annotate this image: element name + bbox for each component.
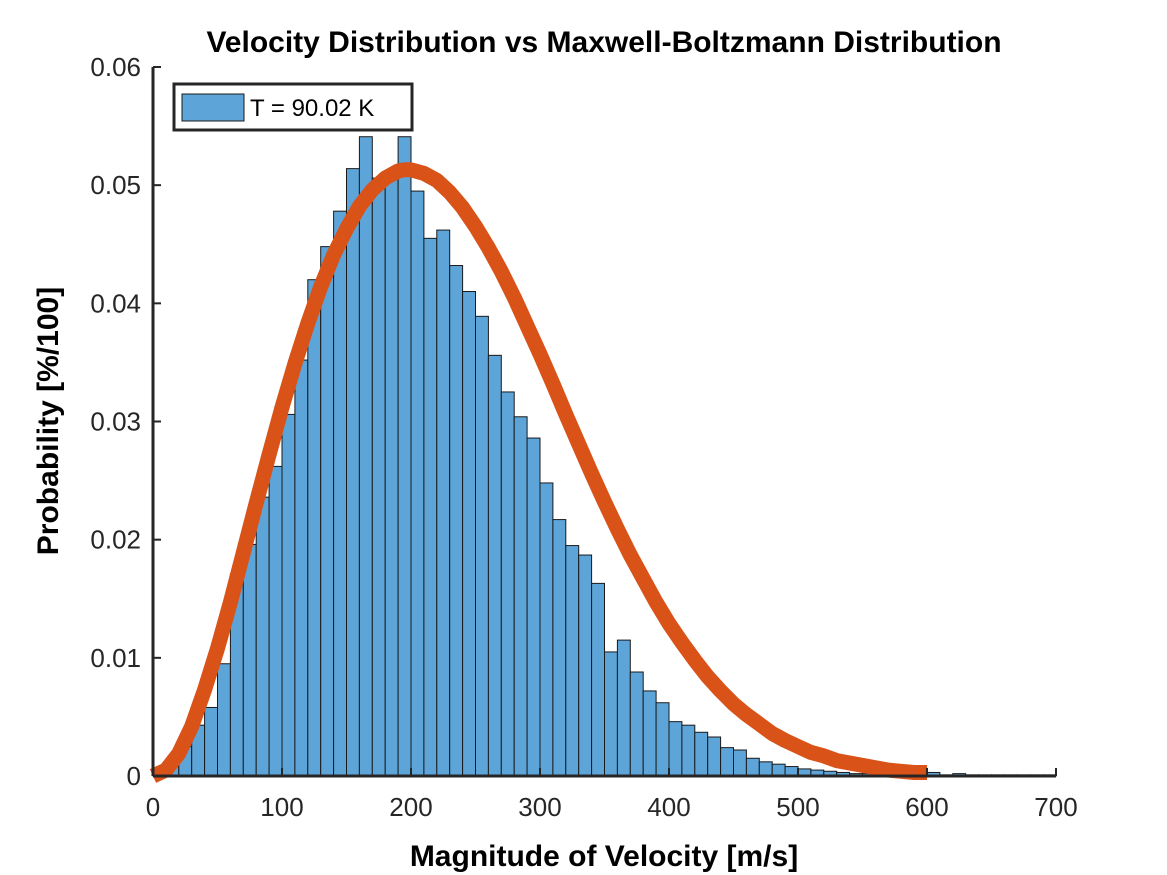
histogram-bar bbox=[462, 291, 477, 777]
x-tick-label: 700 bbox=[1034, 792, 1077, 822]
histogram-bar bbox=[358, 136, 373, 777]
x-tick-label: 0 bbox=[146, 792, 160, 822]
y-tick-label: 0.01 bbox=[90, 643, 141, 673]
histogram-bar bbox=[526, 437, 541, 777]
x-tick-label: 600 bbox=[905, 792, 948, 822]
chart-title: Velocity Distribution vs Maxwell-Boltzma… bbox=[206, 26, 1001, 59]
histogram-bar bbox=[552, 519, 567, 777]
histogram-bar bbox=[410, 190, 425, 777]
histogram-bar bbox=[281, 413, 296, 777]
histogram-bar bbox=[204, 706, 219, 777]
histogram-bar bbox=[758, 761, 773, 777]
histogram-bar bbox=[668, 721, 683, 777]
histogram-bar bbox=[616, 639, 631, 777]
histogram-bar bbox=[294, 359, 309, 777]
histogram-bars bbox=[152, 136, 1057, 777]
histogram-bar bbox=[487, 354, 502, 777]
histogram-bar bbox=[423, 237, 438, 777]
histogram-bar bbox=[733, 749, 747, 777]
histogram-bar bbox=[513, 416, 528, 777]
x-ticks: 0 100 200 300 400 500 600 700 bbox=[146, 768, 1078, 822]
histogram-bar bbox=[694, 731, 709, 777]
y-tick-label: 0.05 bbox=[90, 170, 141, 200]
histogram-bar bbox=[500, 391, 515, 777]
histogram-bar bbox=[436, 229, 451, 777]
y-tick-label: 0.03 bbox=[90, 407, 141, 437]
y-tick-label: 0.04 bbox=[90, 288, 141, 318]
histogram-bar bbox=[591, 582, 605, 777]
legend: T = 90.02 K bbox=[172, 82, 414, 132]
histogram-bar bbox=[745, 757, 760, 777]
histogram-bar bbox=[255, 496, 270, 777]
histogram-bar bbox=[397, 136, 412, 777]
histogram-bar bbox=[242, 543, 257, 777]
histogram-bar bbox=[217, 663, 231, 777]
histogram-bar bbox=[578, 554, 593, 777]
histogram-bar bbox=[371, 177, 386, 777]
x-axis-title: Magnitude of Velocity [m/s] bbox=[410, 840, 798, 873]
x-tick-label: 300 bbox=[518, 792, 561, 822]
y-ticks: 0 0.01 0.02 0.03 0.04 0.05 0.06 bbox=[90, 52, 161, 791]
x-tick-label: 500 bbox=[776, 792, 819, 822]
x-tick-label: 100 bbox=[260, 792, 303, 822]
maxwell-boltzmann-curve bbox=[149, 162, 927, 783]
x-tick-label: 400 bbox=[647, 792, 690, 822]
histogram-bar bbox=[384, 178, 399, 777]
y-tick-label: 0 bbox=[127, 761, 141, 791]
y-axis-title: Probability [%/100] bbox=[32, 287, 65, 555]
histogram-bar bbox=[320, 246, 335, 777]
legend-box bbox=[172, 82, 414, 132]
histogram-bar bbox=[771, 763, 786, 777]
x-tick-label: 200 bbox=[389, 792, 432, 822]
histogram-bar bbox=[539, 482, 554, 777]
legend-label: T = 90.02 K bbox=[250, 95, 374, 122]
histogram-bar bbox=[642, 690, 657, 777]
histogram-bar bbox=[720, 747, 734, 777]
histogram-bar bbox=[629, 671, 644, 777]
histogram-bar bbox=[333, 210, 348, 777]
histogram-bar bbox=[346, 168, 360, 777]
histogram-bar bbox=[681, 724, 696, 777]
histogram-bar bbox=[475, 315, 489, 777]
y-tick-label: 0.02 bbox=[90, 525, 141, 555]
histogram-bar bbox=[707, 736, 722, 777]
histogram-bar bbox=[655, 702, 670, 777]
histogram-bar bbox=[604, 651, 618, 777]
histogram-bar bbox=[268, 465, 283, 777]
legend-swatch bbox=[181, 93, 245, 122]
histogram-bar bbox=[449, 265, 464, 777]
histogram-bar bbox=[307, 279, 322, 777]
y-tick-label: 0.06 bbox=[90, 52, 141, 82]
histogram-bar bbox=[565, 545, 580, 777]
